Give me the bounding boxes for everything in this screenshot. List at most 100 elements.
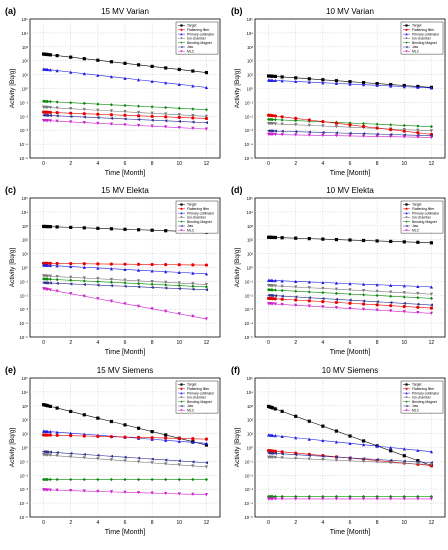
data-point xyxy=(136,491,141,495)
data-point xyxy=(69,264,73,269)
y-tick-label: 10⁻² xyxy=(245,293,254,298)
data-point xyxy=(294,123,298,127)
data-point xyxy=(307,237,311,241)
data-point xyxy=(164,263,168,267)
data-point xyxy=(348,80,352,84)
data-point xyxy=(348,459,352,463)
legend-label: Jaw xyxy=(412,404,419,408)
data-point xyxy=(307,299,311,303)
y-tick-label: 10² xyxy=(22,238,29,243)
x-tick-label: 0 xyxy=(267,340,270,346)
data-point xyxy=(55,100,59,104)
data-point xyxy=(389,84,393,88)
legend-marker xyxy=(180,220,183,223)
chart-panel-4: (d) 10 MV Elekta 10⁻⁵ 10⁻⁴ 10⁻³ 10⁻² 10⁻¹ 10⁰ 10… xyxy=(231,185,446,356)
data-point xyxy=(348,131,352,135)
y-tick-label: 10⁰ xyxy=(22,266,29,271)
data-point xyxy=(280,294,284,298)
data-point xyxy=(177,119,181,123)
data-point xyxy=(273,494,277,499)
data-point xyxy=(69,225,73,229)
data-point xyxy=(150,111,154,115)
data-point xyxy=(55,111,59,115)
data-point xyxy=(164,112,168,116)
data-point xyxy=(429,241,434,245)
data-point xyxy=(48,53,52,57)
data-point xyxy=(321,454,325,458)
data-point xyxy=(48,274,52,278)
data-point xyxy=(402,304,406,309)
data-point xyxy=(82,279,86,283)
legend-label: Bending Magnet xyxy=(187,41,212,45)
data-point xyxy=(136,268,141,272)
data-point xyxy=(416,494,420,499)
legend-marker xyxy=(180,207,183,210)
data-point xyxy=(82,265,86,269)
data-point xyxy=(273,235,277,240)
data-point xyxy=(271,494,275,499)
data-point xyxy=(96,280,100,284)
data-point xyxy=(271,449,275,453)
data-point xyxy=(375,289,379,293)
chart-title: 15 MV Elekta xyxy=(101,186,149,195)
data-point xyxy=(136,228,141,232)
data-point xyxy=(96,266,100,270)
y-tick-label: 10⁻⁴ xyxy=(19,142,28,147)
data-point xyxy=(164,105,168,110)
data-point xyxy=(96,226,100,230)
y-tick-label: 10³ xyxy=(22,45,29,50)
data-point xyxy=(69,489,73,493)
data-point xyxy=(82,226,86,230)
data-point xyxy=(416,296,420,300)
legend-label: Flattening filter xyxy=(412,28,435,32)
data-point xyxy=(375,457,379,462)
data-point xyxy=(164,270,168,274)
data-point xyxy=(204,108,209,112)
legend-label: Bending Magnet xyxy=(187,400,212,404)
data-point xyxy=(109,435,114,439)
x-tick-label: 0 xyxy=(42,520,45,526)
data-point xyxy=(123,117,127,121)
data-point xyxy=(46,110,50,114)
data-point xyxy=(123,455,127,459)
data-point xyxy=(375,134,379,139)
data-point xyxy=(334,494,339,499)
data-point xyxy=(334,497,339,501)
data-point xyxy=(164,81,168,85)
y-tick-label: 10³ xyxy=(22,224,29,229)
data-point xyxy=(46,429,50,434)
data-point xyxy=(271,302,275,306)
data-point xyxy=(69,455,73,459)
legend-marker xyxy=(180,41,183,44)
data-point xyxy=(123,123,127,127)
data-point xyxy=(204,116,209,121)
data-point xyxy=(361,81,366,85)
x-tick-label: 8 xyxy=(376,520,379,526)
legend-label: Primary collimator xyxy=(187,211,215,215)
data-point xyxy=(294,456,298,461)
y-tick-label: 10⁴ xyxy=(22,210,29,215)
y-tick-label: 10⁻² xyxy=(245,473,254,478)
data-point xyxy=(361,497,366,501)
data-point xyxy=(402,447,406,451)
data-point xyxy=(348,82,352,86)
legend-label: Flattening filter xyxy=(412,387,435,391)
data-point xyxy=(204,272,209,276)
data-point xyxy=(294,494,298,499)
y-tick-label: 10⁻³ xyxy=(20,307,29,312)
x-tick-label: 6 xyxy=(349,340,352,346)
data-point xyxy=(164,433,168,437)
series-flattening-filter xyxy=(41,433,209,441)
x-tick-label: 2 xyxy=(69,161,72,167)
data-point xyxy=(361,439,366,443)
data-point xyxy=(416,305,420,309)
chart-panel-1: (a) 15 MV Varian 10⁻⁵ 10⁻⁴ 10⁻³ 10⁻² 10⁻¹ 10⁰ 10… xyxy=(5,6,221,177)
legend-marker xyxy=(180,24,183,27)
series-primary-collimator xyxy=(41,67,209,89)
data-point xyxy=(55,289,59,293)
data-point xyxy=(389,461,393,465)
data-point xyxy=(123,113,127,117)
data-point xyxy=(348,134,352,138)
y-tick-label: 10⁵ xyxy=(247,196,254,201)
